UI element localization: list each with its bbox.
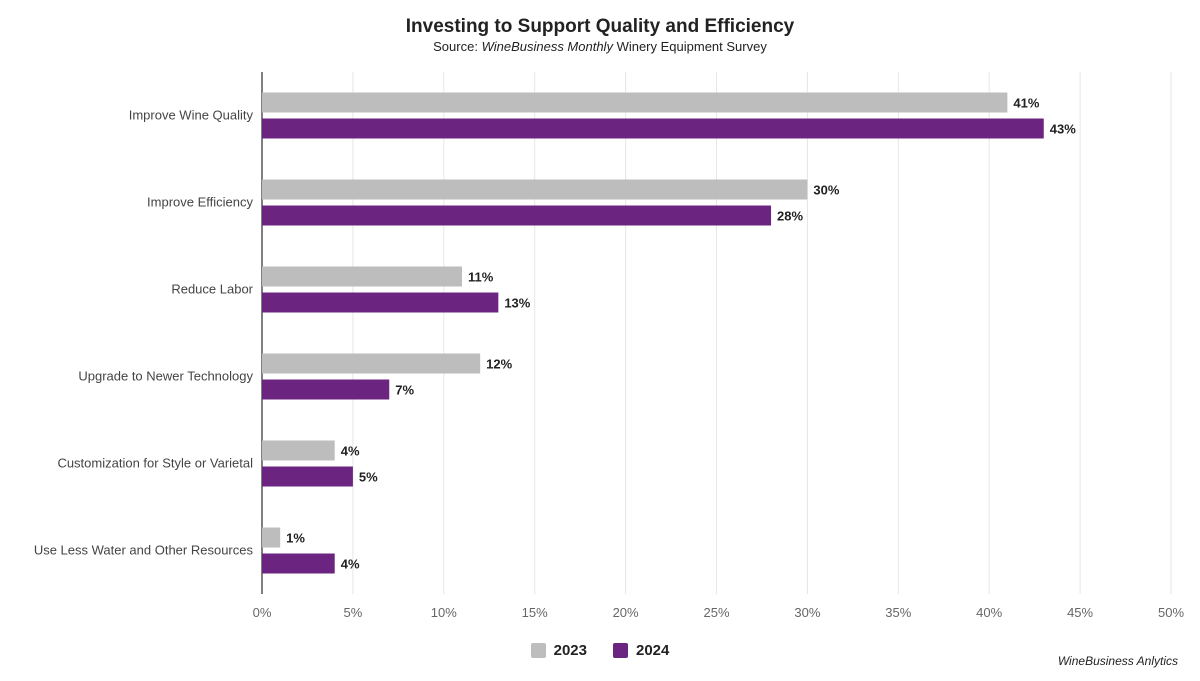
- bar-2023: [262, 353, 481, 374]
- x-tick-label: 5%: [344, 605, 363, 620]
- credit-text: WineBusiness Anlytics: [1057, 654, 1178, 668]
- bar-2023: [262, 440, 335, 461]
- chart-title: Investing to Support Quality and Efficie…: [405, 16, 795, 37]
- legend: 2023 2024: [0, 642, 1200, 659]
- x-tick-label: 0%: [253, 605, 272, 620]
- data-label-2023: 41%: [1013, 96, 1039, 111]
- data-label-2023: 30%: [813, 183, 839, 198]
- bar-2024: [262, 379, 390, 400]
- bar-2024: [262, 553, 335, 574]
- x-tick-label: 50%: [1158, 605, 1184, 620]
- category-label: Improve Wine Quality: [129, 108, 254, 123]
- x-tick-label: 15%: [522, 605, 548, 620]
- x-tick-label: 25%: [703, 605, 729, 620]
- legend-item-2023: 2023: [530, 642, 587, 659]
- bar-2023: [262, 179, 808, 200]
- legend-label-2024: 2024: [636, 642, 670, 659]
- subtitle-prefix: Source:: [433, 39, 482, 54]
- bar-2024: [262, 292, 499, 313]
- bar-2023: [262, 92, 1008, 113]
- x-tick-label: 35%: [885, 605, 911, 620]
- x-tick-label: 20%: [613, 605, 639, 620]
- legend-swatch-2023: [530, 643, 546, 658]
- data-label-2024: 5%: [359, 470, 378, 485]
- data-label-2024: 4%: [341, 557, 360, 572]
- category-label: Customization for Style or Varietal: [57, 456, 253, 471]
- legend-label-2023: 2023: [553, 642, 587, 659]
- subtitle-publication: WineBusiness Monthly: [481, 39, 613, 54]
- x-tick-label: 30%: [794, 605, 820, 620]
- bar-2024: [262, 466, 353, 487]
- bar-2023: [262, 527, 281, 548]
- x-tick-label: 45%: [1067, 605, 1093, 620]
- bar-2024: [262, 205, 772, 226]
- category-label: Use Less Water and Other Resources: [34, 543, 254, 558]
- x-tick-label: 40%: [976, 605, 1002, 620]
- data-label-2023: 1%: [286, 531, 305, 546]
- data-label-2024: 43%: [1050, 122, 1076, 137]
- chart-subtitle: Source: WineBusiness Monthly Winery Equi…: [0, 39, 1200, 54]
- data-label-2024: 7%: [395, 383, 414, 398]
- bar-2023: [262, 266, 462, 287]
- legend-item-2024: 2024: [613, 642, 669, 659]
- data-label-2024: 28%: [777, 209, 803, 224]
- data-label-2023: 11%: [468, 270, 494, 285]
- legend-swatch-2024: [613, 643, 628, 658]
- category-label: Upgrade to Newer Technology: [78, 369, 253, 384]
- data-label-2024: 13%: [504, 296, 530, 311]
- category-label: Improve Efficiency: [147, 195, 253, 210]
- bar-2024: [262, 118, 1044, 139]
- data-label-2023: 12%: [486, 357, 512, 372]
- x-tick-label: 10%: [431, 605, 457, 620]
- data-label-2023: 4%: [341, 444, 360, 459]
- subtitle-suffix: Winery Equipment Survey: [612, 39, 767, 54]
- category-label: Reduce Labor: [171, 282, 253, 297]
